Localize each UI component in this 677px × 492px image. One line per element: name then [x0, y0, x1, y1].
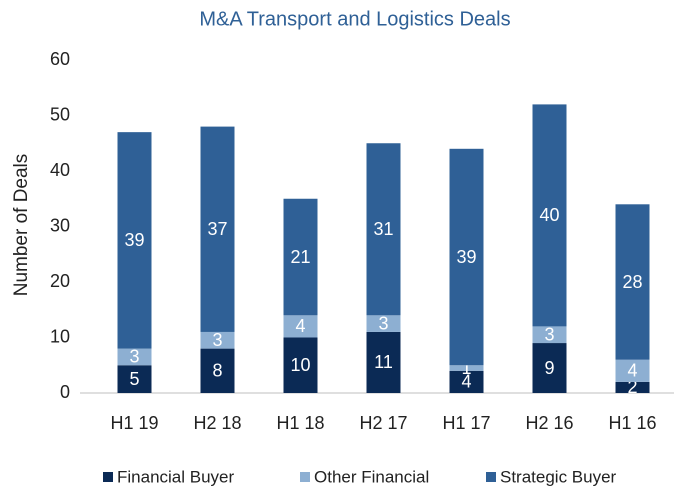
data-label: 39: [456, 247, 476, 267]
data-label: 3: [544, 324, 554, 344]
data-label: 10: [290, 355, 310, 375]
data-label: 40: [539, 205, 559, 225]
x-tick-label: H1 16: [608, 413, 656, 433]
bar-segment: [283, 315, 318, 338]
data-label: 37: [207, 219, 227, 239]
bar-segment: [615, 359, 650, 382]
x-tick-label: H2 16: [525, 413, 573, 433]
legend-label: Strategic Buyer: [500, 467, 617, 486]
data-label: 4: [461, 372, 471, 392]
data-label: 4: [295, 316, 305, 336]
bar-segment: [200, 331, 235, 349]
bar-segment: [615, 381, 650, 393]
y-tick-label: 50: [50, 104, 70, 124]
bar-segment: [283, 198, 318, 316]
bar-segment: [532, 326, 567, 344]
data-label: 3: [212, 330, 222, 350]
bar-segment: [615, 204, 650, 360]
bar-segment: [532, 343, 567, 393]
data-label: 1: [461, 358, 471, 378]
bar-segment: [532, 104, 567, 327]
bar-segment: [117, 365, 152, 393]
data-label: 2: [627, 377, 637, 397]
legend-swatch: [300, 472, 310, 482]
legend-swatch: [103, 472, 113, 482]
x-tick-label: H2 17: [359, 413, 407, 433]
data-label: 3: [378, 313, 388, 333]
data-label: 11: [374, 352, 393, 372]
x-tick-label: H1 17: [442, 413, 490, 433]
legend-label: Other Financial: [314, 467, 429, 486]
legend-swatch: [486, 472, 496, 482]
data-label: 3: [129, 347, 139, 367]
bar-segment: [200, 348, 235, 393]
data-label: 8: [212, 361, 222, 381]
x-tick-label: H1 19: [110, 413, 158, 433]
data-label: 39: [124, 230, 144, 250]
chart-title: M&A Transport and Logistics Deals: [199, 8, 510, 30]
x-tick-label: H1 18: [276, 413, 324, 433]
x-tick-label: H2 18: [193, 413, 241, 433]
bar-segment: [366, 143, 401, 316]
bar-segment: [366, 315, 401, 332]
bar-segment: [283, 337, 318, 393]
y-tick-label: 10: [50, 326, 70, 346]
data-label: 5: [129, 369, 139, 389]
y-tick-label: 40: [50, 160, 70, 180]
data-label: 31: [373, 219, 393, 239]
data-label: 28: [622, 272, 642, 292]
bar-segment: [117, 348, 152, 366]
bar-segment: [200, 126, 235, 332]
y-axis-label: Number of Deals: [11, 154, 32, 297]
y-tick-label: 0: [60, 382, 70, 402]
bar-segment: [449, 365, 484, 371]
bar-segment: [449, 148, 484, 366]
bar-segment: [366, 331, 401, 393]
y-tick-label: 30: [50, 215, 70, 235]
bar-segment: [117, 132, 152, 349]
data-label: 4: [627, 361, 637, 381]
data-label: 21: [290, 247, 310, 267]
data-label: 9: [544, 358, 554, 378]
legend-label: Financial Buyer: [117, 467, 235, 486]
bar-segment: [449, 370, 484, 393]
y-tick-label: 60: [50, 49, 70, 69]
y-tick-label: 20: [50, 271, 70, 291]
